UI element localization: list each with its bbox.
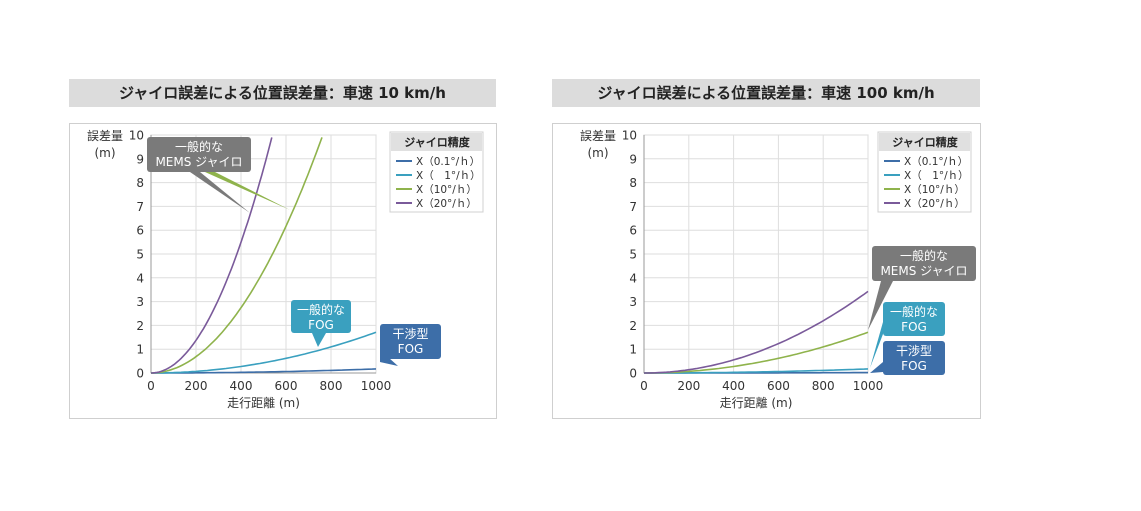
legend-title: ジャイロ精度 [892,135,958,149]
callout-box [291,300,351,333]
y-tick-label: 9 [136,152,144,166]
callout-label: FOG [308,318,334,332]
legend: ジャイロ精度 X（0.1°/ｈ） X（ 1°/ｈ） X（10°/ｈ） X（20°/ｈ） [389,131,484,213]
y-tick-label: 8 [136,176,144,190]
y-tick-label: 4 [136,271,144,285]
callout-label: MEMS ジャイロ [155,155,242,169]
x-axis-label: 走行距離 (m) [227,396,300,410]
y-tick-label: 9 [629,152,637,166]
x-tick-label: 800 [812,379,835,393]
callout-label: 一般的な [890,304,938,319]
chart1: 0 1 2 3 4 5 6 7 8 9 10 0 200 400 600 800 1000 走行距離 (m) 誤差量… [87,128,484,410]
y-tick-label: 3 [629,295,637,309]
callout-box [147,137,251,172]
y-tick-label: 6 [136,224,144,238]
y-axis-label: (m) [587,146,608,160]
callout-box [380,324,441,359]
series-line-2 [151,331,377,374]
legend-entry: X（ 1°/ｈ） [904,170,969,182]
series-line-3 [644,331,869,374]
callout-label: 一般的な [297,302,345,317]
y-tick-label: 5 [629,248,637,262]
y-tick-label: 1 [136,343,144,357]
x-tick-label: 400 [722,379,745,393]
y-tick-label: 0 [629,367,637,381]
legend-title: ジャイロ精度 [404,135,470,149]
legend-entry: X（0.1°/ｈ） [904,156,968,168]
y-tick-label: 8 [629,176,637,190]
series-line-4 [644,290,869,374]
callout-pointer [312,333,326,347]
y-tick-label: 3 [136,295,144,309]
y-tick-label: 2 [136,319,144,333]
callout-label: MEMS ジャイロ [880,264,967,278]
callout-label: FOG [398,342,424,356]
legend-entry: X（20°/ｈ） [416,198,477,210]
legend-entry: X（20°/ｈ） [904,198,965,210]
callout-pointer [868,281,893,330]
chart2: 0 1 2 3 4 5 6 7 8 9 10 0 200 400 600 800 1000 走行距離 (m) 誤差量… [580,128,976,410]
y-tick-label: 2 [629,319,637,333]
y-tick-label: 10 [622,129,637,143]
y-tick-label: 6 [629,224,637,238]
x-tick-label: 200 [185,379,208,393]
callout-label: FOG [901,359,927,373]
series-line-4 [150,137,273,374]
y-tick-label: 7 [136,200,144,214]
callout-box [872,246,976,281]
y-axis-label: (m) [94,146,115,160]
legend-entry: X（10°/ｈ） [416,184,477,196]
legend-header [879,133,970,151]
callout-label: 一般的な [900,248,948,263]
y-tick-label: 7 [629,200,637,214]
legend-entry: X（0.1°/ｈ） [416,156,480,168]
series-line-2 [644,368,869,374]
y-tick-label: 10 [129,129,144,143]
callout-label: 一般的な [175,139,223,154]
legend-entry: X（ 1°/ｈ） [416,170,481,182]
x-tick-label: 800 [320,379,343,393]
x-tick-label: 200 [677,379,700,393]
callout-box [883,302,945,336]
callout-label: FOG [901,320,927,334]
legend-header [391,133,482,151]
x-tick-label: 0 [640,379,648,393]
series-line-3 [150,137,323,374]
chart2-title: ジャイロ誤差による位置誤差量：車速 100 km/h [552,79,980,107]
callout-pointer [190,172,250,213]
series-line-1 [151,368,377,374]
callout-box [883,341,945,375]
x-tick-label: 600 [767,379,790,393]
x-tick-label: 0 [147,379,155,393]
callout-label: 干渉型 [392,326,428,341]
legend: ジャイロ精度 X（0.1°/ｈ） X（ 1°/ｈ） X（10°/ｈ） X（20°/ｈ） [877,131,972,213]
x-tick-label: 400 [230,379,253,393]
legend-entry: X（10°/ｈ） [904,184,965,196]
x-axis-label: 走行距離 (m) [720,396,793,410]
x-tick-label: 1000 [361,379,392,393]
callout-pointer [870,322,883,368]
y-axis-label: 誤差量 [580,128,616,143]
y-axis-label: 誤差量 [87,128,123,143]
y-tick-label: 5 [136,248,144,262]
y-tick-label: 1 [629,343,637,357]
callout-label: 干渉型 [896,343,932,358]
x-tick-label: 600 [275,379,298,393]
y-tick-label: 0 [136,367,144,381]
callout-pointer [870,362,883,373]
chart1-title: ジャイロ誤差による位置誤差量：車速 10 km/h [69,79,496,107]
callout-pointer [205,172,290,210]
x-tick-label: 1000 [853,379,884,393]
y-tick-label: 4 [629,271,637,285]
